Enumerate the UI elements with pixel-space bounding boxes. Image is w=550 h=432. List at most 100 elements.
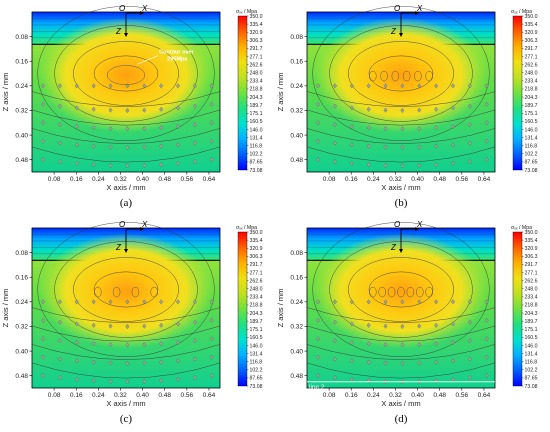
stress-contour <box>31 128 221 144</box>
scan-marker <box>333 356 337 362</box>
stress-contour <box>37 222 215 357</box>
scan-marker <box>41 83 45 89</box>
scan-marker <box>400 83 405 89</box>
scan-marker <box>41 138 45 144</box>
colorbar-tick-label: 262.6 <box>250 62 263 68</box>
colorbar-tick-label: 102.2 <box>525 368 538 374</box>
peak-contour <box>387 286 396 298</box>
colorbar-tick-label: 131.4 <box>525 135 538 141</box>
x-tick-label: 0.08 <box>48 176 61 183</box>
colorbar-tick-label: 204.3 <box>525 95 538 101</box>
scan-marker <box>176 321 180 327</box>
x-tick-label: 0.56 <box>455 176 468 183</box>
scan-marker <box>192 299 197 305</box>
scan-marker <box>467 159 472 165</box>
scan-marker <box>484 83 489 89</box>
scan-marker <box>192 338 197 344</box>
x-arrow-head <box>140 227 144 231</box>
y-tick-label: 0.24 <box>15 83 28 90</box>
scan-marker <box>484 138 489 144</box>
scan-marker <box>383 144 388 150</box>
scan-marker <box>176 123 180 129</box>
hot-region <box>314 17 488 133</box>
peak-contour <box>402 70 411 82</box>
y-tick-label: 0.32 <box>290 108 303 115</box>
scan-marker <box>108 379 113 385</box>
stress-contour <box>93 271 159 308</box>
colorbar-tick-label: 350.0 <box>525 230 538 236</box>
scan-marker <box>192 375 197 381</box>
y-tick-label: 0.16 <box>290 58 303 65</box>
y-tick-label: 0.40 <box>15 348 28 355</box>
colorbar <box>512 15 523 171</box>
scan-marker <box>434 143 439 149</box>
colorbar-tick-label: 189.7 <box>250 103 263 109</box>
scan-marker <box>176 376 180 382</box>
scan-marker <box>383 299 388 305</box>
colorbar-tick-label: 189.7 <box>525 319 538 325</box>
scan-marker <box>467 319 472 325</box>
scan-marker <box>484 317 489 323</box>
stress-contour <box>306 362 496 379</box>
x-tick-label: 0.32 <box>389 176 402 183</box>
scan-marker <box>451 160 455 166</box>
y-tick-label: 0.40 <box>290 348 303 355</box>
colorbar-tick-label: 218.8 <box>525 87 538 93</box>
scan-marker <box>484 299 489 305</box>
peak-contour <box>131 286 140 298</box>
scan-marker <box>467 140 472 146</box>
x-tick-label: 0.08 <box>48 392 61 399</box>
scan-marker <box>74 142 79 148</box>
colorbar-tick-label: 204.3 <box>525 311 538 317</box>
scan-marker <box>400 144 405 150</box>
x-tick-label: 0.64 <box>478 392 491 399</box>
colorbar-tick-label: 320.9 <box>250 30 263 36</box>
scan-marker <box>434 83 439 89</box>
scan-marker <box>209 120 214 126</box>
y-tick-label: 0.16 <box>15 58 28 65</box>
scan-marker <box>451 123 455 129</box>
scan-marker <box>333 103 337 109</box>
scan-marker <box>159 359 164 365</box>
panel-caption: (a) <box>120 197 133 209</box>
scan-marker <box>417 323 422 329</box>
x-tick-label: 0.40 <box>411 176 424 183</box>
stress-contour <box>306 307 496 323</box>
colorbar-tick-label: 175.1 <box>525 111 538 117</box>
scan-marker <box>451 358 455 364</box>
scan-marker <box>192 319 197 325</box>
x-tick-label: 0.40 <box>136 176 149 183</box>
scan-marker <box>41 120 45 126</box>
colorbar-tick-label: 131.4 <box>250 135 263 141</box>
origin-label: O <box>394 4 400 13</box>
scan-marker <box>41 354 45 360</box>
scan-marker <box>484 120 489 126</box>
scan-marker <box>349 123 354 129</box>
colorbar-tick-label: 350.0 <box>250 230 263 236</box>
scan-marker <box>74 358 79 364</box>
x-axis-label: X axis / mm <box>106 183 145 192</box>
plot-frame <box>31 11 221 173</box>
scan-marker <box>125 299 130 305</box>
plot-frame <box>306 227 496 389</box>
scan-marker <box>41 299 45 305</box>
panel-caption: (d) <box>395 413 408 425</box>
colorbar <box>237 231 248 387</box>
peak-contour <box>416 286 424 298</box>
scan-marker <box>125 323 130 329</box>
colorbar-tick-label: 189.7 <box>250 319 263 325</box>
peak-contour <box>369 286 377 298</box>
scan-marker <box>192 103 197 109</box>
scan-marker <box>349 142 354 148</box>
scan-marker <box>58 140 62 146</box>
peak-contour <box>369 70 377 82</box>
x-tick-label: 0.16 <box>345 176 358 183</box>
scan-marker <box>159 162 164 168</box>
plot-frame <box>31 227 221 389</box>
scan-marker <box>41 373 45 379</box>
colorbar-tick-label: 73.08 <box>525 168 538 174</box>
scan-marker <box>142 299 147 305</box>
y-tick-label: 0.16 <box>290 274 303 281</box>
colorbar-tick-label: 320.9 <box>525 30 538 36</box>
scan-marker <box>176 160 180 166</box>
